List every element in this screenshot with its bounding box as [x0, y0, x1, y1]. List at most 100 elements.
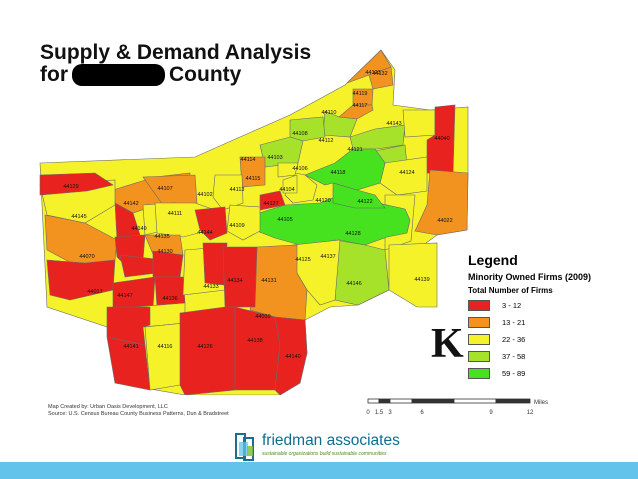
credits-line-1: Map Created by: Urban Oasis Development,… — [48, 404, 168, 410]
redacted-county-name — [72, 64, 165, 86]
zip-label: 44143 — [386, 121, 401, 127]
scale-tick: 0 — [366, 410, 370, 416]
zip-label: 44133 — [203, 284, 218, 290]
zip-label: 44147 — [117, 293, 132, 299]
zip-label: 44116 — [158, 344, 173, 350]
zip-label: 44017 — [87, 289, 102, 295]
legend-item-label: 59 - 89 — [502, 369, 526, 378]
zip-label: 44149 — [131, 226, 146, 232]
zip-label: 44139 — [414, 277, 429, 283]
zip-label: 44134 — [227, 278, 242, 284]
zip-label: 44040 — [434, 136, 449, 142]
legend-item-label: 22 - 36 — [502, 335, 526, 344]
zip-label: 44146 — [346, 281, 361, 287]
legend-swatch — [468, 334, 490, 345]
scale-tick: 6 — [420, 410, 424, 416]
title-prefix: for — [40, 63, 68, 86]
choropleth-map: 44123 44132 44119 44117 44110 44143 4404… — [35, 45, 610, 395]
zip-label: 44115 — [246, 176, 261, 182]
legend-swatch — [468, 368, 490, 379]
legend-field-title: Total Number of Firms — [468, 286, 553, 295]
legend-item: 37 - 58 — [468, 350, 608, 363]
zip-label: 44103 — [267, 155, 282, 161]
legend-swatch — [468, 300, 490, 311]
footer-band — [0, 462, 638, 479]
legend-heading: Legend — [468, 252, 518, 268]
zip-label: 44127 — [263, 201, 278, 207]
title-line-1: Supply & Demand Analysis — [40, 41, 312, 64]
legend-item: 59 - 89 — [468, 367, 608, 380]
legend-item: 3 - 12 — [468, 299, 608, 312]
zip-label: 44141 — [123, 344, 138, 350]
title-suffix: County — [169, 63, 242, 86]
scale-tick: 1.5 — [375, 410, 384, 416]
company-tagline: sustainable organizations build sustaina… — [262, 451, 387, 457]
zip-label: 44108 — [292, 131, 307, 137]
scale-tick: 9 — [489, 410, 493, 416]
logo-text: friedman associates sustainable organiza… — [262, 432, 400, 457]
zip-label: 44111 — [168, 211, 182, 217]
zip-label: 44117 — [353, 103, 368, 109]
legend-swatch — [468, 317, 490, 328]
zip-label: 44113 — [230, 187, 245, 193]
zip-label: 44135 — [154, 234, 169, 240]
county-map-svg: 44123 44132 44119 44117 44110 44143 4404… — [39, 49, 469, 395]
credits-line-2: Source: U.S. Census Bureau County Busine… — [48, 411, 229, 417]
legend-item: 22 - 36 — [468, 333, 608, 346]
zip-label: 44119 — [353, 91, 368, 97]
title-line-2: for County — [40, 64, 311, 86]
zip-label: 44118 — [331, 170, 346, 176]
zip-label: 44110 — [322, 110, 337, 116]
zip-labels: 44123 44132 44119 44117 44110 44143 4404… — [63, 70, 452, 360]
zip-label: 44122 — [357, 199, 372, 205]
zip-label: 44112 — [319, 138, 334, 144]
scale-unit: Miles — [534, 400, 548, 406]
zip-label: 44142 — [123, 201, 138, 207]
zip-label: 44104 — [279, 187, 294, 193]
scale-bar: 0 1.5 3 6 9 12 Miles — [364, 396, 554, 420]
zip-label: 44106 — [292, 166, 307, 172]
zip-label: 44123 — [365, 70, 380, 76]
legend-layer-title: Minority Owned Firms (2009) — [468, 272, 592, 282]
map-title: Supply & Demand Analysis for County — [40, 42, 311, 86]
zip-label: 44131 — [261, 278, 276, 284]
zip-label: 44107 — [157, 186, 172, 192]
company-name: friedman associates — [262, 432, 400, 449]
legend-item-label: 13 - 21 — [502, 318, 526, 327]
zip-label: 44138 — [247, 338, 262, 344]
zip-label: 44114 — [241, 157, 256, 163]
company-logo: friedman associates sustainable organiza… — [234, 432, 400, 462]
zip-label: 44144 — [197, 230, 212, 236]
scale-bar-svg: 0 1.5 3 6 9 12 Miles — [366, 398, 548, 416]
zip-label: 44129 — [63, 184, 78, 190]
zip-label: 44039 — [255, 314, 270, 320]
legend: Legend Minority Owned Firms (2009) Total… — [468, 252, 608, 384]
zip-label: 44140 — [285, 354, 300, 360]
zip-label: 44126 — [197, 344, 212, 350]
zip-label: 44130 — [157, 249, 172, 255]
zip-label: 44125 — [295, 257, 310, 263]
logo-mark-icon — [235, 433, 254, 461]
zip-label: 44132 — [372, 71, 387, 77]
scale-tick: 3 — [388, 410, 392, 416]
zip-label: 44137 — [320, 254, 335, 260]
zip-label: 44136 — [162, 296, 177, 302]
legend-item: 13 - 21 — [468, 316, 608, 329]
zip-label: 44124 — [399, 170, 414, 176]
legend-swatch — [468, 351, 490, 362]
north-arrow-icon: K — [431, 321, 464, 367]
scale-tick: 12 — [527, 410, 534, 416]
zip-label: 44102 — [197, 192, 212, 198]
zip-label: 44145 — [71, 214, 86, 220]
zip-label: 44070 — [79, 254, 94, 260]
legend-item-label: 3 - 12 — [502, 301, 522, 310]
zip-label: 44120 — [315, 198, 330, 204]
zip-label: 44121 — [347, 147, 362, 153]
zip-label: 44128 — [345, 231, 360, 237]
zip-label: 44105 — [277, 217, 292, 223]
map-credits: Map Created by: Urban Oasis Development,… — [48, 404, 229, 418]
zip-label: 44022 — [437, 218, 452, 224]
legend-item-label: 37 - 58 — [502, 352, 526, 361]
zip-label: 44109 — [229, 223, 244, 229]
